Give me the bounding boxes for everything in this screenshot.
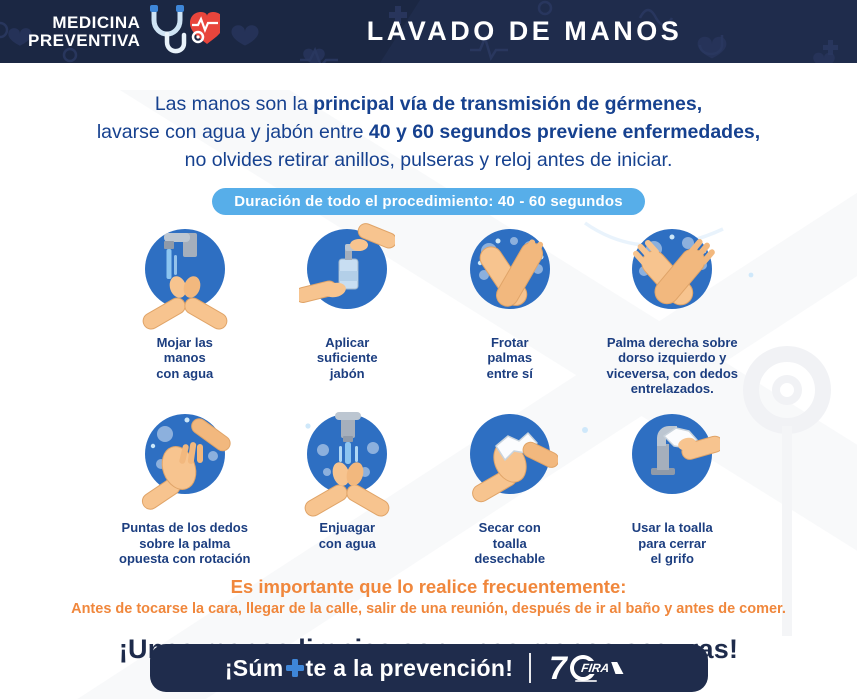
importance-title: Es importante que lo realice frecuenteme… [230, 576, 627, 598]
importance-subtitle: Antes de tocarse la cara, llegar de la c… [71, 601, 786, 618]
cta-prefix: ¡Súm [224, 654, 284, 681]
step-label: Enjuagar con agua [318, 520, 376, 551]
step-label: Aplicar suficiente jabón [316, 335, 378, 381]
step-8-close-faucet: Usar la toalla para cerrar el grifo [592, 406, 753, 566]
brand-line-2: PREVENTIVA [28, 30, 141, 50]
header-medical-pattern [0, 0, 857, 63]
step-label: Frotar palmas entre sí [486, 335, 533, 381]
brand-name: MEDICINA PREVENTIVA [28, 12, 141, 50]
stethoscope-heart-icon [150, 4, 221, 53]
fira-70-logo: 7 FIRA [547, 649, 633, 687]
intro-paragraph: Las manos son la principal vía de transm… [0, 90, 857, 174]
cta-suffix: te a la prevención! [305, 654, 514, 681]
step-5-fingertips-rotation: Puntas de los dedos sobre la palma opues… [105, 406, 266, 566]
intro-line-3: no olvides retirar anillos, pulseras y r… [184, 149, 673, 171]
intro-line-1-bold: principal vía de transmisión de gérmenes… [313, 93, 703, 115]
header-bar: MEDICINA PREVENTIVA LAVADO DE MANOS [0, 0, 857, 63]
brand-line-1: MEDICINA [52, 12, 141, 32]
cta-text: ¡Súm te a la prevención! [225, 655, 513, 682]
rinse-hands-icon [304, 412, 390, 517]
wet-hands-faucet-icon [142, 229, 228, 330]
towel-close-faucet-icon [632, 414, 721, 495]
steps-grid: Mojar las manos con agua [105, 221, 753, 566]
step-label: Puntas de los dedos sobre la palma opues… [119, 520, 251, 566]
intro-line-2: lavarse con agua y jabón entre 40 y 60 s… [0, 118, 857, 146]
brand-block: MEDICINA PREVENTIVA [0, 4, 232, 60]
footer-divider [529, 653, 532, 683]
step-label: Palma derecha sobre dorso izquierdo y vi… [606, 335, 738, 396]
anniversary-number: 7 [549, 650, 569, 686]
content-area: Las manos son la principal vía de transm… [0, 90, 857, 699]
footer-cta-bar: ¡Súm te a la prevención! 7 FIRA [150, 644, 708, 692]
intro-line-1-normal: Las manos son la [154, 93, 314, 115]
fira-wordmark: FIRA [581, 661, 611, 675]
duration-badge: Duración de todo el procedimiento: 40 - … [212, 188, 645, 215]
intro-line-2-normal: lavarse con agua y jabón entre [96, 121, 369, 143]
step-4-interlaced-fingers: Palma derecha sobre dorso izquierdo y vi… [592, 221, 753, 396]
step-label: Usar la toalla para cerrar el grifo [631, 520, 713, 566]
page-title: LAVADO DE MANOS [366, 16, 683, 46]
soap-dispenser-icon [299, 223, 396, 309]
rub-palms-icon [469, 229, 550, 309]
plus-icon [285, 659, 304, 677]
step-7-dry-towel: Secar con toalla desechable [430, 406, 591, 566]
step-label: Mojar las manos con agua [156, 335, 214, 381]
intro-line-2-bold: 40 y 60 segundos previene enfermedades, [368, 121, 761, 143]
fingertips-on-palm-icon [141, 414, 231, 510]
step-6-rinse: Enjuagar con agua [267, 406, 428, 566]
step-1-wet-hands: Mojar las manos con agua [105, 221, 266, 396]
importance-section: Es importante que lo realice frecuenteme… [0, 576, 857, 617]
step-3-rub-palms: Frotar palmas entre sí [430, 221, 591, 396]
dry-with-towel-icon [469, 414, 558, 503]
interlaced-fingers-icon [632, 229, 716, 309]
step-label: Secar con toalla desechable [474, 520, 546, 566]
intro-line-1: Las manos son la principal vía de transm… [0, 90, 857, 118]
fira-70-logo-icon: 7 FIRA [549, 650, 624, 686]
step-2-apply-soap: Aplicar suficiente jabón [267, 221, 428, 396]
